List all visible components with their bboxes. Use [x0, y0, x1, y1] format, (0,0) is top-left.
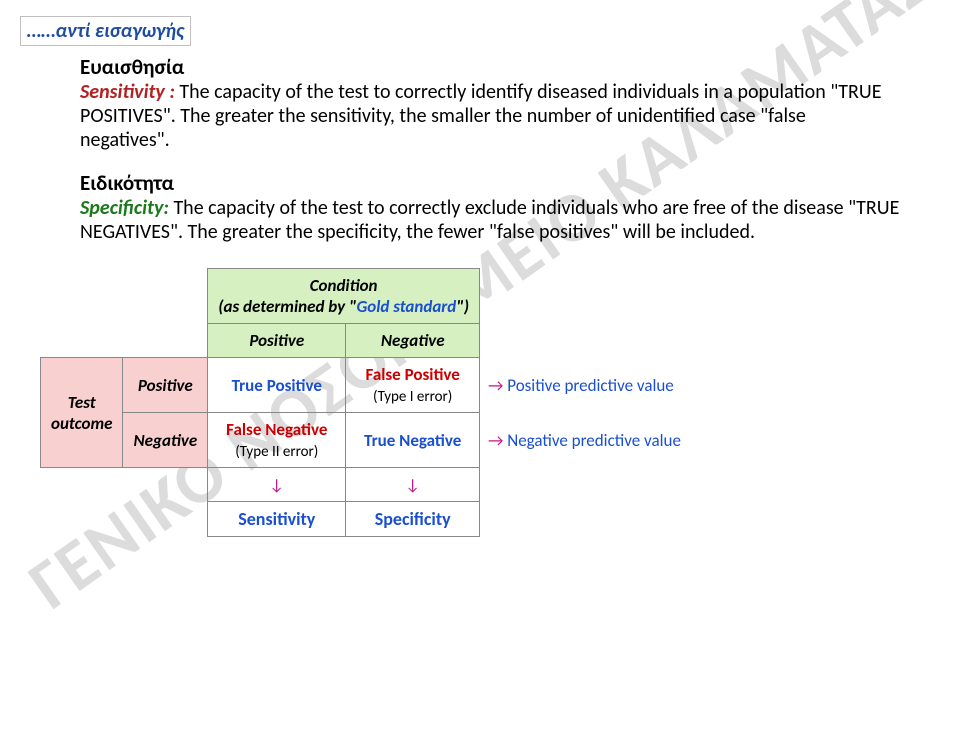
ppv-cell: → Positive predictive value — [480, 358, 691, 413]
specificity-label: Specificity: — [80, 196, 173, 220]
confusion-matrix-table: Condition (as determined by "Gold standa… — [40, 268, 940, 537]
specificity-text: The capacity of the test to correctly ex… — [80, 196, 899, 244]
down-arrow-sens: ↓ — [208, 468, 346, 502]
specificity-metric[interactable]: Specificity — [346, 502, 480, 537]
row-negative: Negative — [123, 413, 208, 468]
gold-standard-link[interactable]: Gold standard — [356, 296, 456, 317]
cell-true-negative: True Negative — [346, 413, 480, 468]
intro-box: ……αντί εισαγωγής — [20, 16, 191, 46]
definitions-block: Ευαισθησία Sensitivity : The capacity of… — [80, 54, 900, 244]
sensitivity-text: The capacity of the test to correctly id… — [80, 80, 881, 152]
cell-false-negative: False Negative (Type II error) — [208, 413, 346, 468]
sensitivity-definition: Sensitivity : The capacity of the test t… — [80, 80, 900, 152]
cell-true-positive: True Positive — [208, 358, 346, 413]
npv-cell: → Negative predictive value — [480, 413, 691, 468]
specificity-definition: Specificity: The capacity of the test to… — [80, 196, 900, 244]
down-arrow-spec: ↓ — [346, 468, 480, 502]
condition-header: Condition (as determined by "Gold standa… — [208, 269, 480, 324]
npv-link[interactable]: Negative predictive value — [507, 430, 681, 451]
sensitivity-heading: Ευαισθησία — [80, 54, 900, 80]
cell-false-positive: False Positive (Type I error) — [346, 358, 480, 413]
test-outcome-header: Testoutcome — [41, 358, 123, 468]
sensitivity-metric[interactable]: Sensitivity — [208, 502, 346, 537]
sensitivity-label: Sensitivity : — [80, 80, 179, 104]
ppv-link[interactable]: Positive predictive value — [507, 375, 674, 396]
row-positive: Positive — [123, 358, 208, 413]
col-negative: Negative — [346, 324, 480, 358]
specificity-heading: Ειδικότητα — [80, 170, 900, 196]
col-positive: Positive — [208, 324, 346, 358]
